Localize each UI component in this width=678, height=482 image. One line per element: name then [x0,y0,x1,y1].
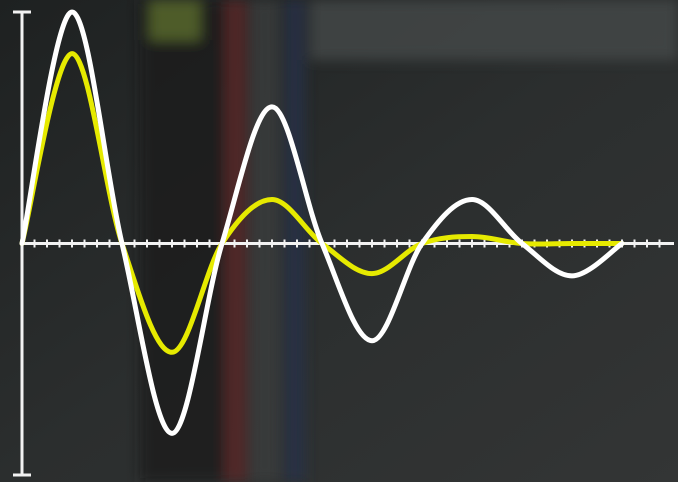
line-series [19,51,625,355]
plot-area [19,9,625,436]
line-series [19,9,625,436]
